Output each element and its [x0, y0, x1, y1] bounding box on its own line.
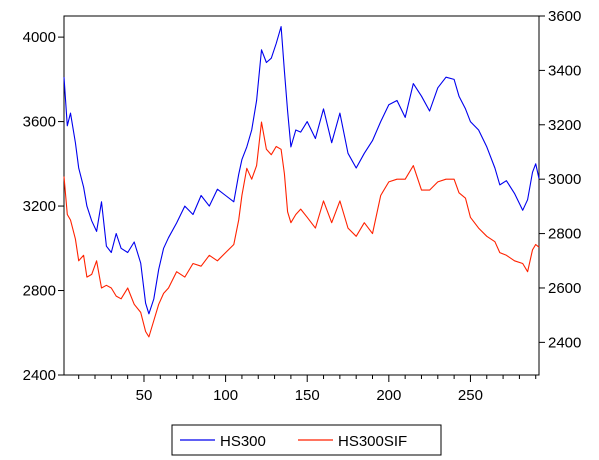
left-tick-label: 4000 [23, 29, 56, 46]
right-tick-label: 2400 [548, 334, 581, 351]
x-tick-label: 50 [136, 387, 153, 404]
right-tick-label: 3600 [548, 8, 581, 25]
legend-box [171, 424, 442, 456]
right-tick-label: 2800 [548, 226, 581, 243]
series-layer [63, 26, 540, 338]
legend-label-hs300: HS300 [220, 433, 266, 450]
legend: HS300 HS300SIF [171, 424, 442, 456]
legend-label-hs300sif: HS300SIF [338, 433, 407, 450]
series-line-hs300sif [63, 121, 540, 338]
left-tick-label: 2800 [23, 283, 56, 300]
x-tick-label: 200 [376, 387, 401, 404]
right-tick-label: 2600 [548, 280, 581, 297]
right-tick-label: 3200 [548, 117, 581, 134]
right-tick-label: 3400 [548, 62, 581, 79]
left-tick-label: 2400 [23, 367, 56, 384]
right-y-axis: 2400 2600 2800 3000 3200 3400 3600 [539, 8, 581, 351]
x-tick-label: 250 [458, 387, 483, 404]
x-tick-label: 100 [213, 387, 238, 404]
series-line-hs300 [63, 26, 540, 315]
left-tick-label: 3200 [23, 198, 56, 215]
right-tick-label: 3000 [548, 171, 581, 188]
plot-frame [63, 15, 540, 376]
left-tick-label: 3600 [23, 114, 56, 131]
x-axis: 50 100 150 200 250 [78, 375, 537, 404]
x-tick-label: 150 [295, 387, 320, 404]
left-y-axis: 2400 2800 3200 3600 4000 [23, 29, 64, 384]
